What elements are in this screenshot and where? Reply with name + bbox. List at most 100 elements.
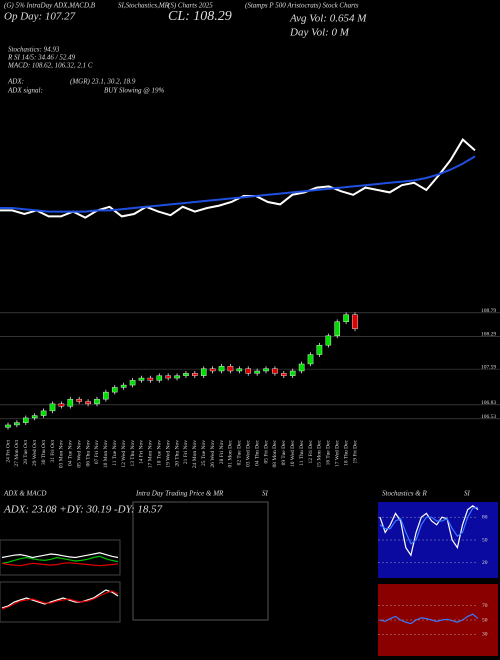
- candle-body: [156, 375, 163, 381]
- candle-body: [343, 314, 349, 322]
- x-tick-label: 25 Tue Nov: [201, 440, 207, 466]
- candle-body: [31, 415, 38, 419]
- candle-body: [227, 366, 234, 372]
- intraday-box: [132, 501, 269, 621]
- y-tick-label: 108.79: [481, 308, 496, 314]
- line-series: [1, 562, 119, 567]
- panel-border: [0, 539, 121, 576]
- panel-title: ADX & MACD: [3, 490, 46, 498]
- candle-body: [85, 401, 91, 405]
- candle-body: [49, 403, 56, 412]
- x-tick-label: 28 Fri Nov: [219, 440, 225, 464]
- header-text: (S) Charts 2025: [168, 2, 213, 10]
- macd-text: MACD: 108.62, 106.32, 2.1 C: [7, 62, 93, 70]
- x-tick-label: 01 Mon Dec: [228, 439, 234, 467]
- header-text: SI,Stochastics,MR: [118, 2, 170, 10]
- x-tick-label: 24 Fri Oct: [5, 440, 11, 463]
- candle-body: [58, 403, 65, 407]
- x-tick-label: 21 Fri Nov: [183, 440, 189, 464]
- x-tick-label: 03 Mon Nov: [59, 440, 65, 468]
- candle-body: [209, 368, 216, 372]
- candle-body: [272, 368, 278, 374]
- x-tick-label: 18 Tue Nov: [157, 440, 163, 466]
- candle-body: [67, 398, 74, 407]
- candle-body: [111, 387, 118, 393]
- candle-body: [76, 398, 82, 402]
- x-tick-label: 19 Fri Dec: [352, 439, 358, 463]
- candle-body: [298, 363, 305, 372]
- candle-body: [174, 375, 180, 379]
- x-tick-label: 10 Wed Dec: [290, 439, 296, 467]
- close-price: CL: 108.29: [168, 9, 232, 24]
- y-tick-label: 70: [482, 603, 488, 609]
- x-tick-label: 11 Tue Nov: [112, 440, 118, 466]
- panel-subtitle: ADX: 23.08 +DY: 30.19 -DY: 18.57: [3, 504, 163, 516]
- y-tick-label: 50: [482, 537, 488, 543]
- x-tick-label: 02 Tue Dec: [237, 439, 243, 465]
- signal-value: BUY Slowing @ 19%: [104, 87, 164, 95]
- y-tick-label: 106.53: [481, 414, 496, 420]
- open-price: Op Day: 107.27: [4, 11, 76, 23]
- x-tick-label: 17 Mon Nov: [148, 440, 154, 468]
- line-series: [379, 613, 479, 625]
- panel-title: Stochastics & R: [382, 490, 427, 498]
- x-tick-label: 14 Fri Nov: [139, 440, 145, 464]
- candle-body: [22, 417, 29, 423]
- x-tick-label: 12 Fri Dec: [308, 439, 314, 463]
- line-series: [1, 555, 119, 564]
- x-tick-label: 09 Tue Dec: [281, 439, 287, 465]
- x-tick-label: 07 Fri Nov: [94, 440, 100, 464]
- candle-body: [325, 335, 332, 346]
- x-tick-label: 12 Wed Nov: [121, 440, 127, 468]
- candle-body: [147, 377, 154, 381]
- candle-body: [40, 410, 47, 416]
- adx-value: (MGR) 23.1, 30.2, 18.9: [70, 78, 136, 86]
- y-tick-label: 107.59: [481, 364, 496, 370]
- x-tick-label: 04 Thu Dec: [254, 439, 260, 465]
- line-series: [1, 589, 119, 609]
- x-tick-label: 29 Wed Oct: [32, 440, 38, 467]
- y-tick-label: 80: [482, 514, 488, 520]
- candle-body: [14, 422, 20, 426]
- header-text: (G) 5% IntraDay ADX,MACD,B: [4, 2, 96, 10]
- x-tick-label: 26 Wed Nov: [210, 440, 216, 468]
- x-tick-label: 27 Mon Oct: [14, 440, 20, 467]
- x-tick-label: 03 Wed Dec: [245, 439, 251, 467]
- x-tick-label: 30 Thu Oct: [41, 440, 47, 465]
- avg-volume: Avg Vol: 0.654 M: [289, 13, 367, 25]
- y-tick-label: 20: [482, 560, 488, 566]
- x-tick-label: 24 Mon Nov: [192, 440, 198, 468]
- x-tick-label: 04 Tue Nov: [68, 440, 74, 466]
- line-series: [0, 138, 476, 219]
- x-tick-label: 20 Thu Nov: [174, 440, 180, 467]
- candle-body: [263, 368, 269, 372]
- x-tick-label: 06 Thu Nov: [85, 440, 91, 467]
- candle-body: [120, 384, 127, 388]
- line-series: [1, 552, 119, 559]
- candle-body: [5, 424, 11, 428]
- candle-body: [316, 344, 323, 355]
- rsi-text: R SI 14/5: 34.46 / 52.49: [7, 54, 76, 62]
- x-tick-label: 17 Wed Dec: [334, 439, 340, 467]
- candle-body: [281, 373, 287, 376]
- header-text: (Stamps P 500 Aristocrats) Stock Charts: [245, 2, 359, 10]
- candle-body: [138, 377, 145, 381]
- candle-body: [192, 373, 198, 376]
- candle-body: [245, 368, 252, 374]
- y-tick-label: 50: [482, 617, 488, 623]
- x-tick-label: 15 Mon Dec: [317, 439, 323, 467]
- x-tick-label: 31 Fri Oct: [50, 440, 56, 463]
- x-tick-label: 19 Wed Nov: [165, 440, 171, 468]
- candle-body: [103, 391, 109, 400]
- line-series: [1, 590, 119, 610]
- line-series: [0, 155, 476, 213]
- panel-title: SI: [464, 490, 471, 498]
- line-series: [379, 506, 479, 545]
- candle-body: [254, 370, 260, 374]
- panel-border: [0, 581, 121, 623]
- x-tick-label: 13 Thu Nov: [130, 440, 136, 467]
- y-tick-label: 30: [482, 632, 488, 638]
- panel-title: SI: [262, 490, 269, 498]
- y-tick-label: 106.83: [481, 400, 496, 406]
